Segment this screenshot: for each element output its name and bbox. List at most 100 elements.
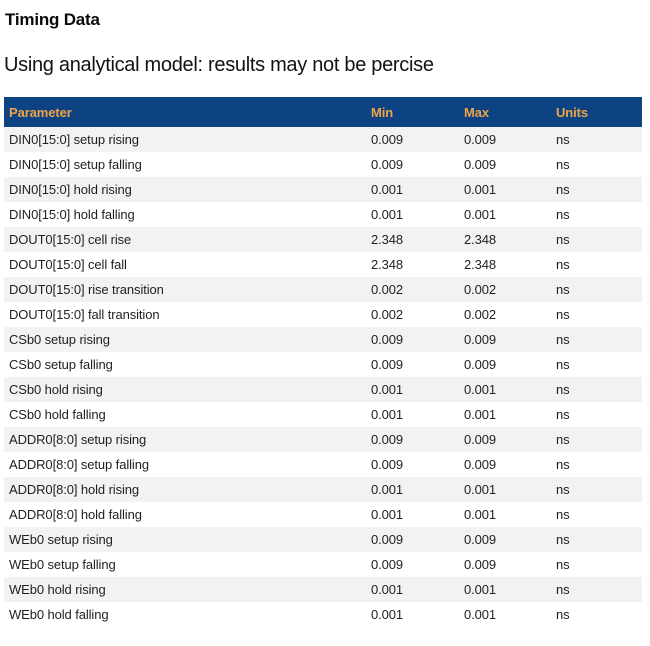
- column-header-units: Units: [551, 97, 642, 127]
- parameter-cell: DIN0[15:0] hold falling: [4, 202, 366, 227]
- units-cell: ns: [551, 552, 642, 577]
- units-cell: ns: [551, 477, 642, 502]
- units-cell: ns: [551, 227, 642, 252]
- units-cell: ns: [551, 127, 642, 152]
- units-cell: ns: [551, 427, 642, 452]
- parameter-cell: CSb0 setup rising: [4, 327, 366, 352]
- min-cell: 0.001: [366, 577, 459, 602]
- min-cell: 0.009: [366, 552, 459, 577]
- parameter-cell: WEb0 hold falling: [4, 602, 366, 627]
- units-cell: ns: [551, 152, 642, 177]
- units-cell: ns: [551, 202, 642, 227]
- min-cell: 0.002: [366, 277, 459, 302]
- parameter-cell: ADDR0[8:0] hold rising: [4, 477, 366, 502]
- min-cell: 0.001: [366, 177, 459, 202]
- table-body: DIN0[15:0] setup rising 0.009 0.009 ns DIN0[…: [4, 127, 642, 627]
- parameter-cell: CSb0 setup falling: [4, 352, 366, 377]
- table-row: CSb0 hold falling 0.001 0.001 ns: [4, 402, 642, 427]
- max-cell: 0.002: [459, 277, 551, 302]
- min-cell: 0.002: [366, 302, 459, 327]
- parameter-cell: WEb0 setup rising: [4, 527, 366, 552]
- units-cell: ns: [551, 177, 642, 202]
- table-row: ADDR0[8:0] hold falling 0.001 0.001 ns: [4, 502, 642, 527]
- timing-report-page: Timing Data Using analytical model: resu…: [4, 10, 642, 627]
- column-header-max: Max: [459, 97, 551, 127]
- table-row: DOUT0[15:0] fall transition 0.002 0.002 ns: [4, 302, 642, 327]
- table-row: DOUT0[15:0] cell rise 2.348 2.348 ns: [4, 227, 642, 252]
- min-cell: 0.009: [366, 527, 459, 552]
- max-cell: 0.001: [459, 177, 551, 202]
- table-row: WEb0 setup falling 0.009 0.009 ns: [4, 552, 642, 577]
- table-row: DIN0[15:0] setup rising 0.009 0.009 ns: [4, 127, 642, 152]
- min-cell: 0.009: [366, 127, 459, 152]
- units-cell: ns: [551, 377, 642, 402]
- parameter-cell: DIN0[15:0] hold rising: [4, 177, 366, 202]
- parameter-cell: WEb0 setup falling: [4, 552, 366, 577]
- min-cell: 0.009: [366, 327, 459, 352]
- min-cell: 2.348: [366, 252, 459, 277]
- units-cell: ns: [551, 452, 642, 477]
- max-cell: 0.009: [459, 327, 551, 352]
- parameter-cell: CSb0 hold falling: [4, 402, 366, 427]
- units-cell: ns: [551, 302, 642, 327]
- table-row: CSb0 hold rising 0.001 0.001 ns: [4, 377, 642, 402]
- max-cell: 0.009: [459, 152, 551, 177]
- table-row: WEb0 hold falling 0.001 0.001 ns: [4, 602, 642, 627]
- parameter-cell: DOUT0[15:0] fall transition: [4, 302, 366, 327]
- table-row: CSb0 setup falling 0.009 0.009 ns: [4, 352, 642, 377]
- table-row: WEb0 hold rising 0.001 0.001 ns: [4, 577, 642, 602]
- table-header-row: Parameter Min Max Units: [4, 97, 642, 127]
- min-cell: 0.001: [366, 202, 459, 227]
- units-cell: ns: [551, 352, 642, 377]
- max-cell: 0.009: [459, 527, 551, 552]
- table-row: ADDR0[8:0] hold rising 0.001 0.001 ns: [4, 477, 642, 502]
- min-cell: 0.009: [366, 427, 459, 452]
- max-cell: 0.009: [459, 127, 551, 152]
- min-cell: 0.009: [366, 452, 459, 477]
- column-header-min: Min: [366, 97, 459, 127]
- max-cell: 0.009: [459, 427, 551, 452]
- parameter-cell: CSb0 hold rising: [4, 377, 366, 402]
- min-cell: 0.009: [366, 152, 459, 177]
- units-cell: ns: [551, 577, 642, 602]
- units-cell: ns: [551, 402, 642, 427]
- units-cell: ns: [551, 327, 642, 352]
- parameter-cell: DOUT0[15:0] cell fall: [4, 252, 366, 277]
- units-cell: ns: [551, 502, 642, 527]
- max-cell: 0.002: [459, 302, 551, 327]
- parameter-cell: ADDR0[8:0] setup rising: [4, 427, 366, 452]
- max-cell: 0.009: [459, 552, 551, 577]
- timing-data-table: Parameter Min Max Units DIN0[15:0] setup…: [4, 97, 642, 627]
- max-cell: 0.001: [459, 477, 551, 502]
- parameter-cell: DOUT0[15:0] cell rise: [4, 227, 366, 252]
- table-row: DOUT0[15:0] cell fall 2.348 2.348 ns: [4, 252, 642, 277]
- parameter-cell: DIN0[15:0] setup rising: [4, 127, 366, 152]
- max-cell: 2.348: [459, 227, 551, 252]
- min-cell: 0.001: [366, 402, 459, 427]
- column-header-parameter: Parameter: [4, 97, 366, 127]
- table-row: DIN0[15:0] hold falling 0.001 0.001 ns: [4, 202, 642, 227]
- max-cell: 0.001: [459, 402, 551, 427]
- max-cell: 0.001: [459, 502, 551, 527]
- max-cell: 0.009: [459, 452, 551, 477]
- min-cell: 0.009: [366, 352, 459, 377]
- table-row: DIN0[15:0] hold rising 0.001 0.001 ns: [4, 177, 642, 202]
- max-cell: 0.001: [459, 602, 551, 627]
- table-row: DOUT0[15:0] rise transition 0.002 0.002 ns: [4, 277, 642, 302]
- max-cell: 0.001: [459, 202, 551, 227]
- parameter-cell: ADDR0[8:0] hold falling: [4, 502, 366, 527]
- parameter-cell: ADDR0[8:0] setup falling: [4, 452, 366, 477]
- table-row: WEb0 setup rising 0.009 0.009 ns: [4, 527, 642, 552]
- table-row: CSb0 setup rising 0.009 0.009 ns: [4, 327, 642, 352]
- units-cell: ns: [551, 602, 642, 627]
- min-cell: 0.001: [366, 377, 459, 402]
- max-cell: 0.001: [459, 377, 551, 402]
- analytical-model-notice: Using analytical model: results may not …: [4, 54, 434, 76]
- max-cell: 2.348: [459, 252, 551, 277]
- units-cell: ns: [551, 252, 642, 277]
- max-cell: 0.001: [459, 577, 551, 602]
- parameter-cell: WEb0 hold rising: [4, 577, 366, 602]
- max-cell: 0.009: [459, 352, 551, 377]
- table-row: DIN0[15:0] setup falling 0.009 0.009 ns: [4, 152, 642, 177]
- min-cell: 0.001: [366, 477, 459, 502]
